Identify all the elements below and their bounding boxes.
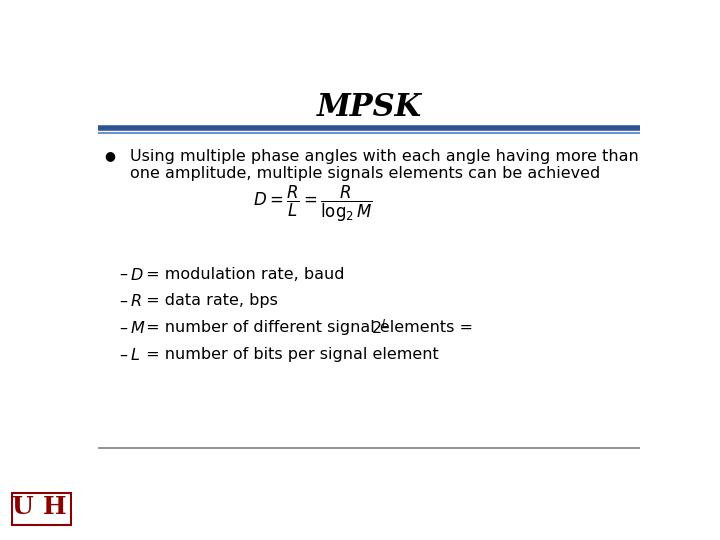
Text: –: – [120,267,127,281]
Text: –: – [120,320,127,335]
Text: = number of different signal elements =: = number of different signal elements = [141,320,478,335]
Text: $D$: $D$ [130,267,144,284]
Text: one amplitude, multiple signals elements can be achieved: one amplitude, multiple signals elements… [130,166,600,181]
Text: $M$: $M$ [130,320,145,338]
Text: Using multiple phase angles with each angle having more than: Using multiple phase angles with each an… [130,150,639,165]
Text: $R$: $R$ [130,294,142,310]
Text: $2^{L}$: $2^{L}$ [371,319,388,338]
Text: –: – [120,347,127,362]
Text: ●: ● [104,150,114,163]
Text: $D = \dfrac{R}{L} = \dfrac{R}{\log_2 M}$: $D = \dfrac{R}{L} = \dfrac{R}{\log_2 M}$ [253,183,373,224]
Text: MPSK: MPSK [316,92,422,123]
Text: = data rate, bps: = data rate, bps [141,294,278,308]
Text: = number of bits per signal element: = number of bits per signal element [141,347,439,362]
Text: H: H [43,495,67,519]
Text: $L$: $L$ [130,347,140,365]
Text: –: – [120,294,127,308]
Text: = modulation rate, baud: = modulation rate, baud [141,267,345,281]
Text: U: U [11,495,32,519]
